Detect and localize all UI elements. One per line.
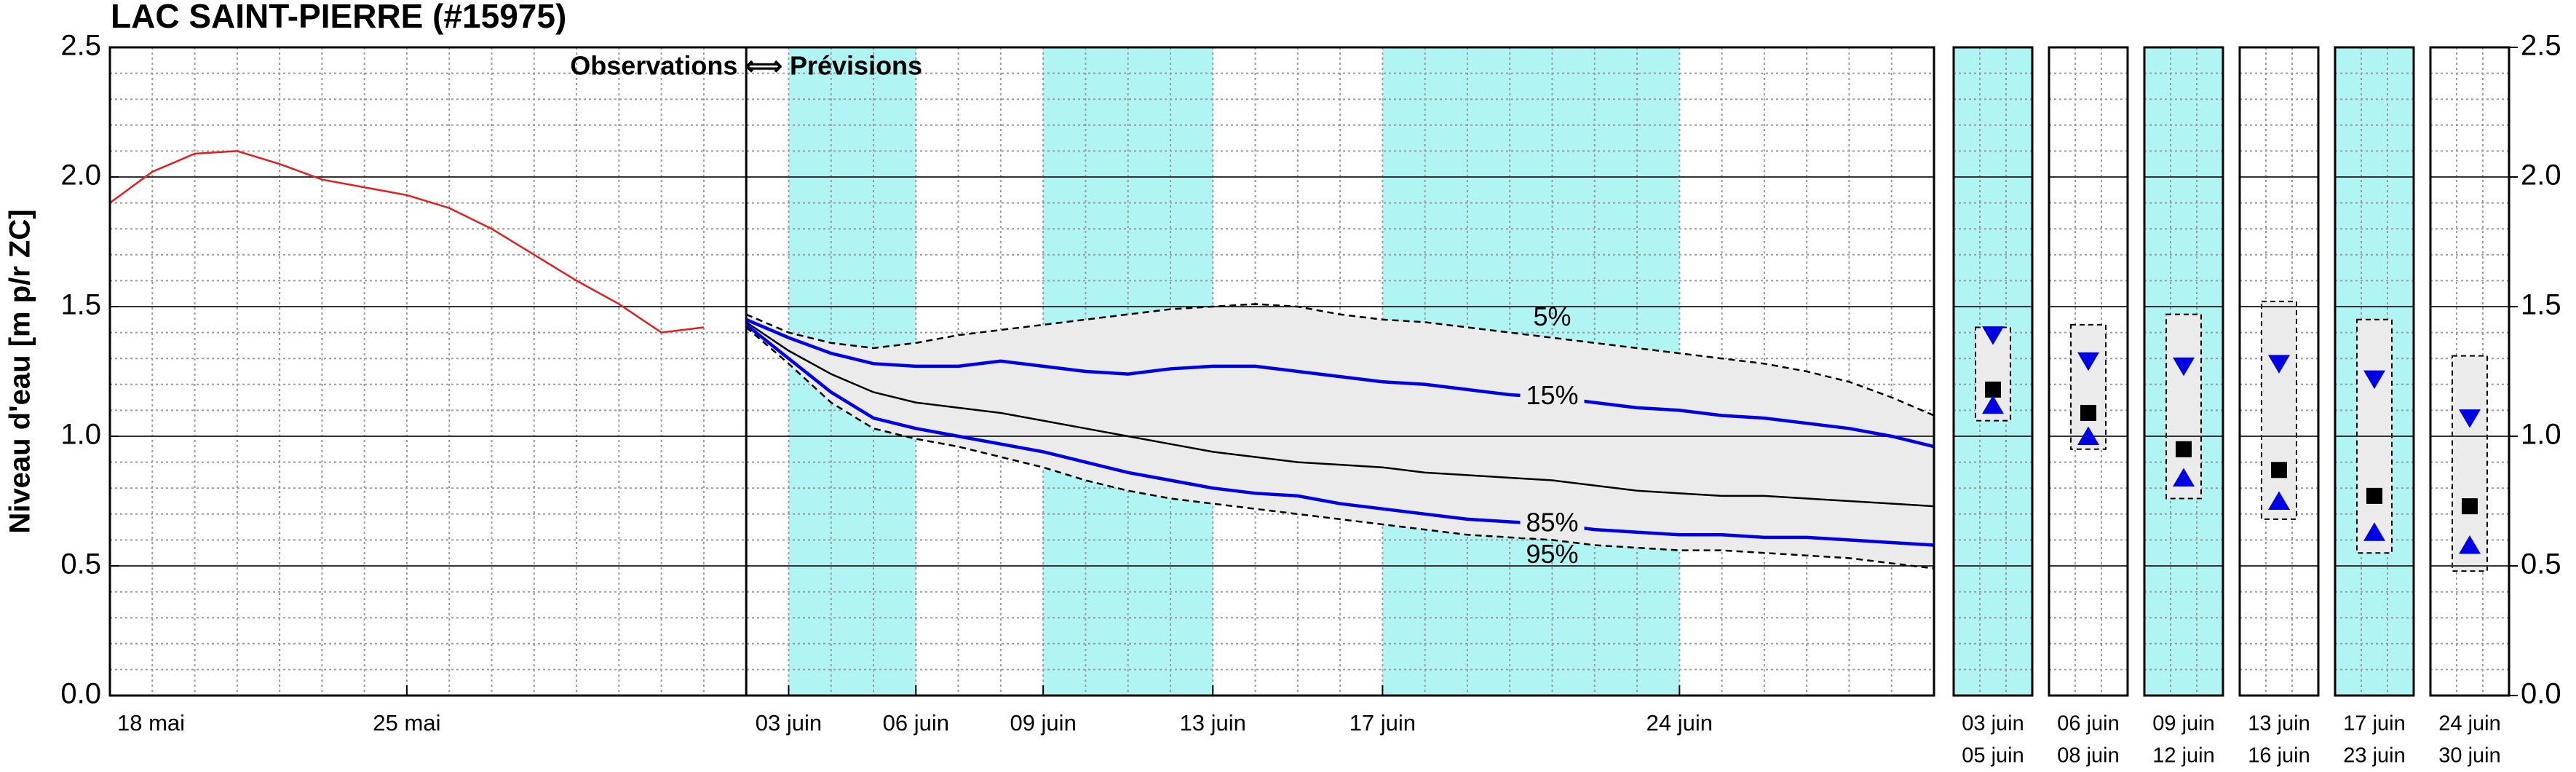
marker-square xyxy=(2271,462,2287,478)
y-tick-label: 1.5 xyxy=(2521,289,2561,321)
x-tick-label: 03 juin xyxy=(756,710,822,736)
y-tick-label: 0.5 xyxy=(2521,548,2561,580)
panel-frame xyxy=(2143,46,2224,697)
period-start-label: 13 juin xyxy=(2248,712,2310,736)
period-end-label: 23 juin xyxy=(2343,744,2405,768)
y-tick-label: 2.0 xyxy=(2521,159,2561,192)
marker-square xyxy=(2462,498,2478,515)
marker-up-triangle xyxy=(2077,426,2099,445)
panel-frame xyxy=(2429,46,2510,697)
marker-square xyxy=(2176,441,2192,457)
period-end-label: 16 juin xyxy=(2248,744,2310,768)
series-line xyxy=(745,321,1935,508)
panel-frame xyxy=(2334,46,2415,697)
series-line xyxy=(745,303,1935,417)
marker-square xyxy=(2366,487,2382,504)
marker-down-triangle xyxy=(2173,357,2195,377)
series-label: 95% xyxy=(1526,539,1578,569)
x-tick-label: 18 mai xyxy=(117,710,185,736)
series-line xyxy=(109,150,705,334)
period-start-label: 06 juin xyxy=(2057,712,2119,736)
x-tick-label: 13 juin xyxy=(1180,710,1246,736)
y-tick-label: 1.0 xyxy=(2521,419,2561,451)
y-axis-label: Niveau d'eau [m p/r ZC] xyxy=(4,209,36,533)
series-line xyxy=(745,326,1935,570)
marker-down-triangle xyxy=(2268,355,2290,374)
chart-title: LAC SAINT-PIERRE (#15975) xyxy=(111,0,566,35)
series-label-gap xyxy=(1520,511,1585,538)
panel-frame xyxy=(2048,46,2129,697)
marker-up-triangle xyxy=(2268,491,2290,510)
marker-up-triangle xyxy=(1982,395,2004,414)
period-end-label: 08 juin xyxy=(2057,744,2119,768)
y-tick-label: 0.0 xyxy=(2521,678,2561,710)
series-label-gap xyxy=(1520,384,1585,411)
marker-up-triangle xyxy=(2459,535,2481,554)
y-tick-label: 2.5 xyxy=(60,30,101,62)
x-tick-label: 24 juin xyxy=(1646,710,1713,736)
y-tick-label: 0.0 xyxy=(60,678,101,710)
series-label: 5% xyxy=(1533,302,1571,331)
marker-down-triangle xyxy=(2363,370,2385,390)
marker-down-triangle xyxy=(2459,409,2481,428)
plot-frame xyxy=(108,46,1935,697)
period-start-label: 24 juin xyxy=(2438,712,2500,736)
marker-up-triangle xyxy=(2363,522,2385,541)
y-tick-label: 2.5 xyxy=(2521,30,2561,62)
series-line xyxy=(745,318,1935,449)
series-line xyxy=(745,323,1935,547)
marker-square xyxy=(2080,404,2096,421)
marker-up-triangle xyxy=(2173,468,2195,487)
y-tick-label: 2.0 xyxy=(60,159,101,192)
period-end-label: 30 juin xyxy=(2438,744,2500,768)
series-label: 15% xyxy=(1526,380,1578,410)
x-tick-label: 06 juin xyxy=(883,710,949,736)
period-start-label: 17 juin xyxy=(2343,712,2405,736)
period-end-label: 12 juin xyxy=(2152,744,2214,768)
range-box xyxy=(2452,355,2488,572)
annotation: Observations ⟺ Prévisions xyxy=(570,51,922,81)
period-start-label: 03 juin xyxy=(1962,712,2024,736)
panel-frame xyxy=(1952,46,2034,697)
panel-frame xyxy=(2238,46,2320,697)
y-tick-label: 1.0 xyxy=(60,419,101,451)
x-tick-label: 09 juin xyxy=(1010,710,1076,736)
marker-down-triangle xyxy=(1982,326,2004,345)
x-tick-label: 25 mai xyxy=(373,710,440,736)
marker-square xyxy=(1985,381,2001,398)
series-label: 85% xyxy=(1526,508,1578,537)
period-end-label: 05 juin xyxy=(1962,744,2024,768)
marker-down-triangle xyxy=(2077,352,2099,371)
period-start-label: 09 juin xyxy=(2152,712,2214,736)
x-tick-label: 17 juin xyxy=(1350,710,1416,736)
range-box xyxy=(2261,300,2297,520)
range-box xyxy=(2165,313,2202,500)
y-tick-label: 1.5 xyxy=(60,289,101,321)
y-tick-label: 0.5 xyxy=(60,548,101,580)
